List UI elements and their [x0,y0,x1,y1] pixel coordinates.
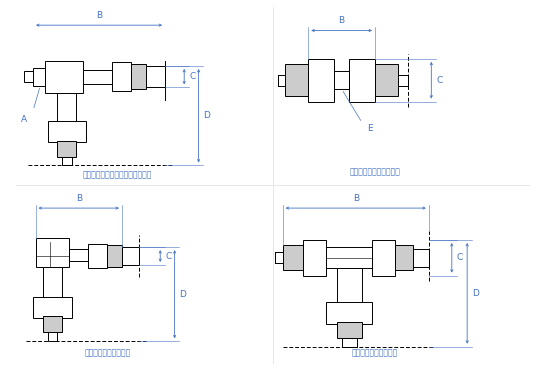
Bar [57,141,76,157]
Text: D: D [203,111,210,120]
Text: C: C [437,76,443,85]
Bar [43,316,62,332]
Text: A: A [21,115,27,124]
Bar [62,157,71,165]
Bar [107,245,122,267]
Bar [146,66,165,87]
Bar [131,64,146,89]
Text: ＥＵ：イコールユニオン: ＥＵ：イコールユニオン [349,167,401,176]
Bar [33,297,71,318]
Bar [47,332,57,341]
Bar [414,249,429,267]
Text: ＳＴＬ：スタッドチーズ（Ｌ型）: ＳＴＬ：スタッドチーズ（Ｌ型） [82,171,152,180]
Text: B: B [96,11,102,20]
Text: C: C [457,253,463,262]
Text: ＥＬ：イコールエルボ: ＥＬ：イコールエルボ [84,348,131,357]
Bar [43,267,62,299]
Bar [69,249,88,261]
Bar [35,238,69,267]
Bar [326,302,372,323]
Bar [47,121,86,142]
Text: E: E [367,124,373,133]
Text: B: B [76,194,82,203]
Bar [372,240,396,276]
Bar [122,247,138,265]
Text: B: B [338,16,345,25]
Bar [45,61,83,92]
Bar [308,59,334,101]
Bar [23,71,40,82]
Text: ＥＴ：イコールチーズ: ＥＴ：イコールチーズ [352,348,398,357]
Bar [286,64,308,96]
Text: D: D [179,290,186,299]
Bar [334,71,349,89]
Bar [88,243,107,269]
Bar [396,245,414,270]
Bar [283,245,303,270]
Bar [57,92,76,125]
Bar [337,269,362,304]
Bar [112,63,131,91]
Bar [337,322,362,338]
Text: C: C [189,72,195,81]
Bar [349,59,375,101]
Bar [375,64,398,96]
Bar [326,247,372,269]
Text: C: C [165,252,171,260]
Bar [342,338,357,347]
Text: D: D [473,289,479,298]
Text: B: B [353,194,359,203]
Bar [83,70,112,84]
Bar [33,68,45,85]
Bar [303,240,326,276]
